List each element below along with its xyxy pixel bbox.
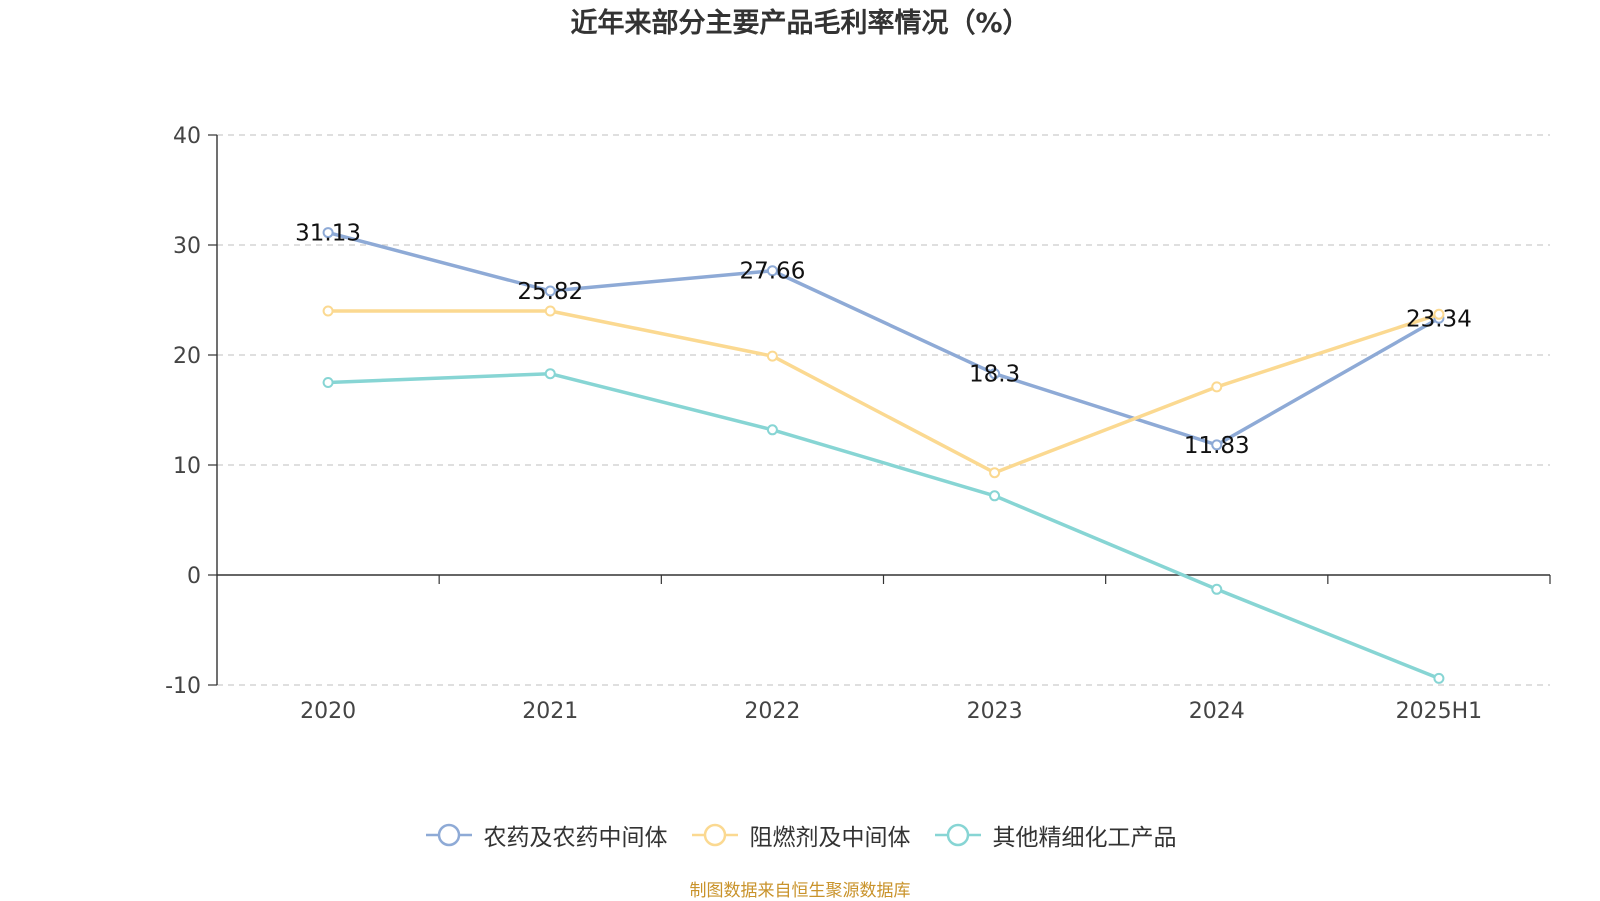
data-point <box>766 350 778 362</box>
data-point <box>989 368 1001 380</box>
legend-marker-icon <box>425 823 472 847</box>
data-point <box>322 377 334 388</box>
data-point <box>766 265 778 277</box>
x-tick-label: 2023 <box>967 699 1023 724</box>
legend: 农药及农药中间体 阻燃剂及中间体 其他精细化工产品 <box>0 818 1600 852</box>
source-note: 制图数据来自恒生聚源数据库 <box>689 881 911 901</box>
y-tick-label: 10 <box>173 454 201 479</box>
x-tick-label: 2021 <box>522 699 578 724</box>
legend-item[interactable]: 阻燃剂及中间体 <box>690 818 911 852</box>
data-point <box>1433 672 1445 684</box>
series-line <box>326 309 1441 475</box>
series-line <box>326 371 1441 681</box>
legend-label: 农药及农药中间体 <box>483 825 668 851</box>
data-label: 23.34 <box>1406 306 1472 332</box>
data-point <box>989 490 1001 502</box>
data-point <box>989 467 1001 479</box>
data-point <box>322 227 334 239</box>
y-tick-label: -10 <box>165 674 201 699</box>
data-point <box>766 424 778 436</box>
legend-item[interactable]: 其他精细化工产品 <box>933 818 1177 852</box>
legend-label: 阻燃剂及中间体 <box>749 825 911 851</box>
data-point <box>544 305 556 317</box>
y-tick-label: 40 <box>173 124 201 149</box>
data-label: 27.66 <box>739 259 805 285</box>
data-label: 18.3 <box>969 362 1020 388</box>
legend-item[interactable]: 农药及农药中间体 <box>424 818 668 852</box>
y-tick-label: 20 <box>173 344 201 369</box>
data-label: 25.82 <box>517 279 583 305</box>
series-line <box>326 230 1441 447</box>
legend-label: 其他精细化工产品 <box>992 825 1177 851</box>
data-point <box>1211 381 1223 393</box>
data-label: 31.13 <box>295 221 361 247</box>
data-point <box>1433 308 1445 320</box>
legend-marker-icon <box>934 823 981 847</box>
data-point <box>322 305 334 317</box>
legend-marker-icon <box>691 823 738 847</box>
data-point <box>544 285 556 297</box>
x-tick-label: 2024 <box>1189 699 1245 724</box>
data-point <box>1211 439 1223 451</box>
y-tick-label: 0 <box>187 564 201 589</box>
x-tick-label: 2022 <box>744 699 800 724</box>
x-tick-label: 2020 <box>300 699 356 724</box>
data-point <box>544 368 556 380</box>
y-tick-label: 30 <box>173 234 201 259</box>
chart-title: 近年来部分主要产品毛利率情况（%） <box>570 8 1030 39</box>
data-point <box>1211 583 1223 595</box>
data-label: 11.83 <box>1184 433 1250 459</box>
x-tick-label: 2025H1 <box>1396 699 1483 724</box>
